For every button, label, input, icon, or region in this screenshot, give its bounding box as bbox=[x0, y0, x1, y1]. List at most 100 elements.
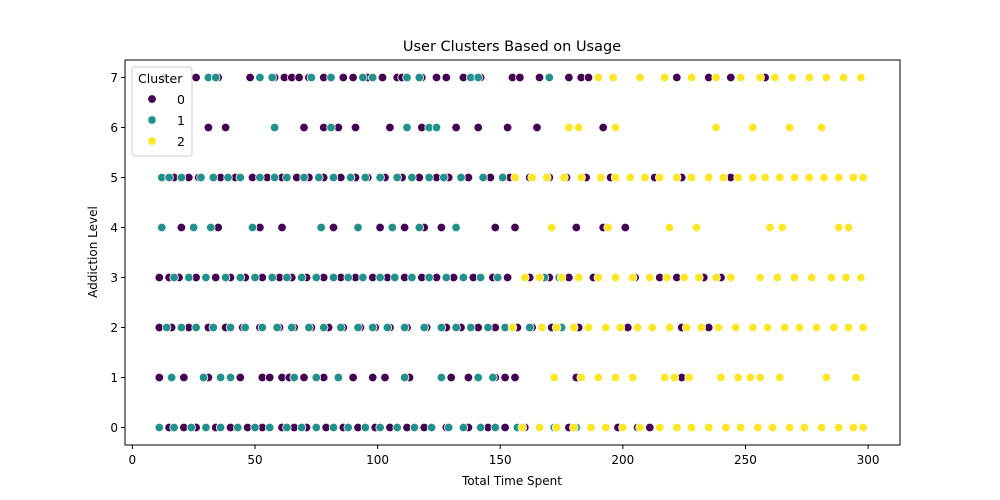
scatter-point bbox=[255, 72, 265, 83]
scatter-point bbox=[375, 222, 385, 233]
scatter-point bbox=[731, 322, 741, 333]
scatter-point bbox=[669, 372, 680, 383]
scatter-point bbox=[392, 172, 402, 183]
scatter-point bbox=[583, 322, 594, 333]
scatter-point bbox=[551, 322, 562, 333]
scatter-point bbox=[326, 122, 336, 133]
scatter-point bbox=[502, 272, 513, 283]
scatter-point bbox=[691, 222, 702, 233]
scatter-point bbox=[696, 322, 707, 333]
scatter-point bbox=[360, 172, 371, 183]
scatter-point bbox=[551, 422, 562, 433]
scatter-point bbox=[414, 72, 425, 83]
scatter-point bbox=[319, 322, 329, 333]
scatter-point bbox=[767, 422, 778, 433]
legend-box bbox=[131, 66, 193, 157]
scatter-point bbox=[277, 222, 287, 233]
scatter-point bbox=[784, 422, 795, 433]
scatter-point bbox=[235, 372, 246, 383]
scatter-point bbox=[282, 172, 292, 183]
scatter-point bbox=[721, 422, 731, 433]
scatter-point bbox=[399, 322, 410, 333]
scatter-point bbox=[821, 72, 832, 83]
legend-title: Cluster bbox=[138, 71, 183, 86]
scatter-point bbox=[628, 272, 638, 283]
scatter-point bbox=[537, 322, 547, 333]
scatter-point bbox=[789, 272, 800, 283]
legend-marker bbox=[147, 94, 157, 104]
y-axis-label: Addiction Level bbox=[86, 206, 100, 298]
scatter-point bbox=[282, 272, 292, 283]
scatter-point bbox=[201, 272, 211, 283]
scatter-point bbox=[169, 422, 179, 433]
scatter-point bbox=[348, 372, 358, 383]
scatter-point bbox=[311, 422, 322, 433]
scatter-point bbox=[733, 172, 743, 183]
scatter-point bbox=[510, 372, 520, 383]
scatter-point bbox=[436, 372, 447, 383]
scatter-point bbox=[360, 422, 371, 433]
scatter-point bbox=[745, 372, 756, 383]
scatter-point bbox=[755, 72, 765, 83]
scatter-point bbox=[154, 372, 165, 383]
scatter-point bbox=[858, 422, 868, 433]
scatter-point bbox=[713, 322, 724, 333]
scatter-point bbox=[704, 172, 714, 183]
scatter-point bbox=[426, 422, 437, 433]
scatter-point bbox=[345, 172, 356, 183]
legend-marker bbox=[147, 115, 157, 125]
scatter-point bbox=[287, 322, 297, 333]
scatter-point bbox=[507, 322, 518, 333]
scatter-point bbox=[640, 172, 650, 183]
scatter-point bbox=[772, 272, 783, 283]
scatter-point bbox=[473, 372, 483, 383]
scatter-point bbox=[353, 322, 363, 333]
scatter-point bbox=[510, 172, 520, 183]
scatter-point bbox=[659, 72, 670, 83]
scatter-point bbox=[848, 422, 859, 433]
scatter-point bbox=[164, 172, 174, 183]
scatter-point bbox=[269, 122, 280, 133]
scatter-point bbox=[306, 72, 317, 83]
scatter-point bbox=[603, 222, 613, 233]
scatter-point bbox=[475, 422, 486, 433]
scatter-point bbox=[157, 222, 167, 233]
scatter-point bbox=[574, 122, 584, 133]
y-tick-label: 5 bbox=[110, 171, 118, 185]
scatter-point bbox=[610, 372, 621, 383]
scatter-point bbox=[770, 72, 780, 83]
scatter-point bbox=[686, 72, 697, 83]
scatter-point bbox=[718, 172, 729, 183]
scatter-point bbox=[789, 172, 800, 183]
legend-label: 2 bbox=[177, 134, 185, 149]
scatter-point bbox=[265, 422, 275, 433]
scatter-point bbox=[775, 372, 785, 383]
scatter-point bbox=[498, 172, 508, 183]
scatter-point bbox=[655, 422, 665, 433]
scatter-point bbox=[544, 72, 555, 83]
x-tick-label: 200 bbox=[611, 453, 634, 467]
scatter-point bbox=[610, 172, 621, 183]
scatter-point bbox=[843, 222, 854, 233]
scatter-point bbox=[220, 122, 231, 133]
scatter-point bbox=[245, 72, 255, 83]
scatter-point bbox=[215, 372, 226, 383]
scatter-point bbox=[208, 172, 219, 183]
scatter-point bbox=[250, 272, 260, 283]
scatter-point bbox=[559, 172, 569, 183]
scatter-point bbox=[851, 372, 861, 383]
scatter-point bbox=[755, 372, 765, 383]
scatter-point bbox=[593, 272, 604, 283]
scatter-point bbox=[500, 422, 510, 433]
scatter-point bbox=[343, 422, 353, 433]
scatter-point bbox=[436, 222, 447, 233]
plot-frame bbox=[124, 59, 901, 446]
legend-marker bbox=[147, 136, 157, 146]
scatter-point bbox=[382, 322, 393, 333]
scatter-point bbox=[201, 422, 211, 433]
scatter-point bbox=[686, 172, 697, 183]
scatter-point bbox=[517, 422, 528, 433]
scatter-point bbox=[392, 422, 402, 433]
scatter-point bbox=[294, 72, 304, 83]
